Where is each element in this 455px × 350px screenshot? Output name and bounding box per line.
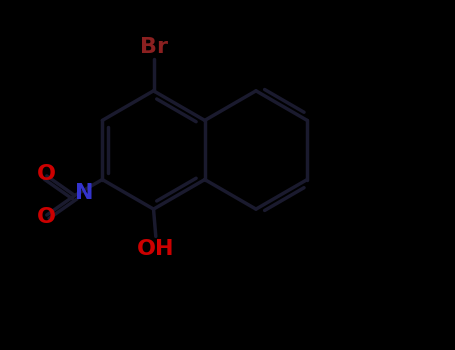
Text: O: O [37, 164, 56, 184]
Text: O: O [37, 207, 56, 227]
Text: N: N [76, 183, 94, 203]
Text: OH: OH [137, 239, 175, 259]
Text: Br: Br [140, 37, 167, 57]
